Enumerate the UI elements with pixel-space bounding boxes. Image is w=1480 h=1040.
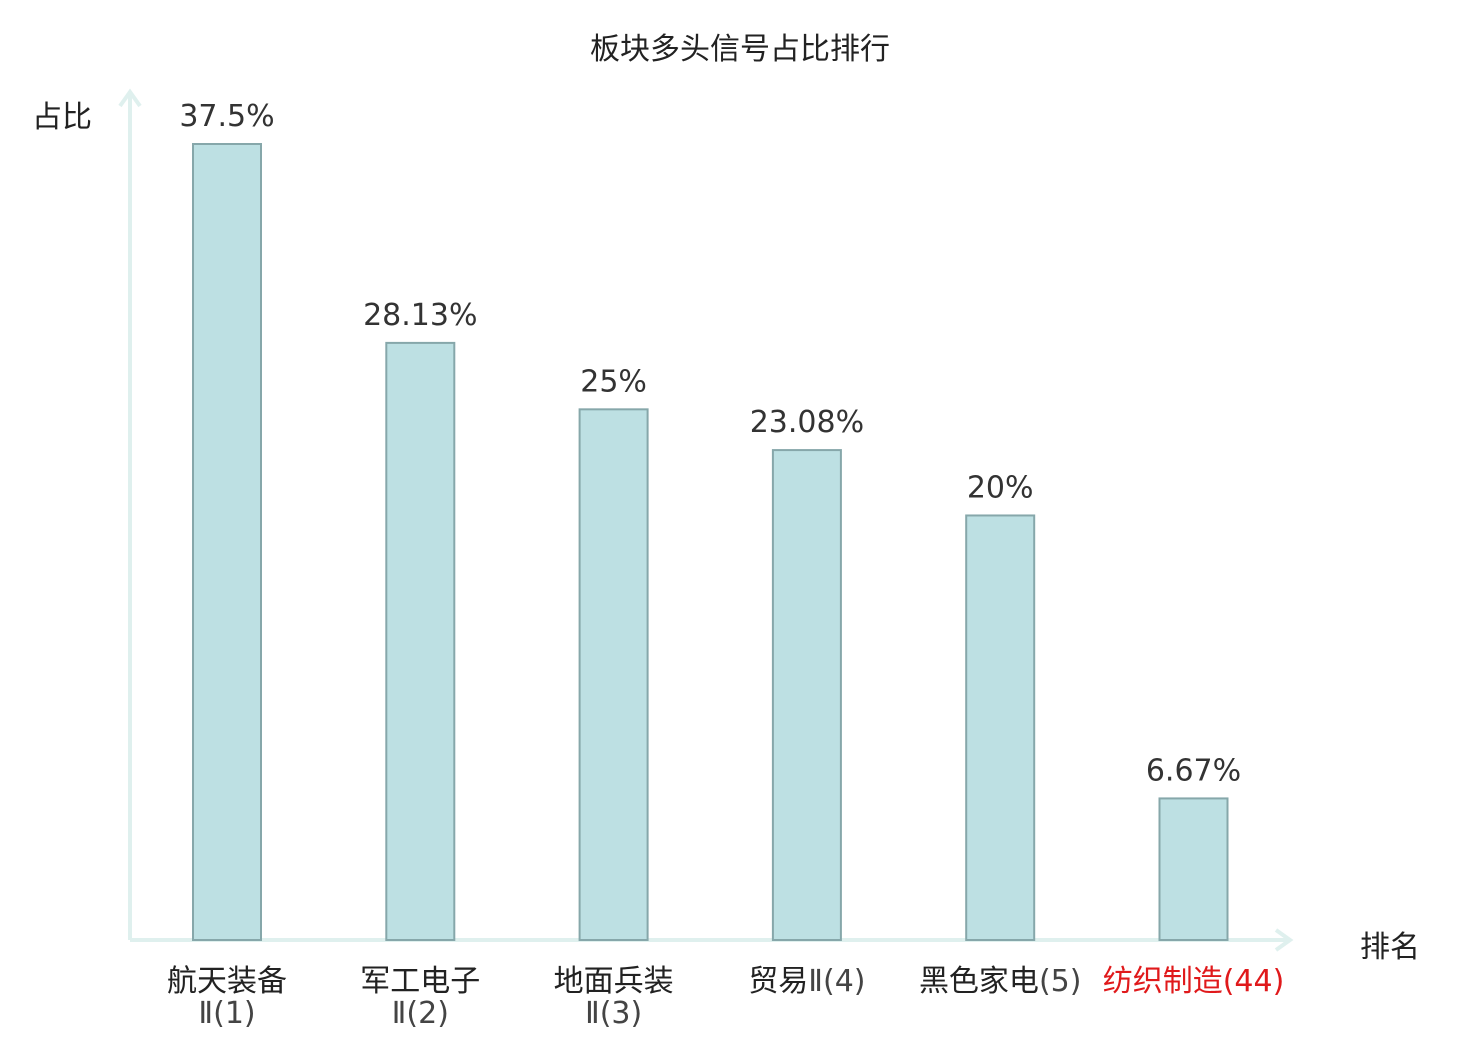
bar-value-label: 37.5%: [179, 99, 274, 134]
value-labels: 37.5% 28.13% 25% 23.08% 20% 6.67%: [179, 99, 1241, 788]
tick-category-name: 地面兵装: [553, 964, 674, 999]
x-axis-arrow-icon: [1274, 928, 1294, 952]
tick-rank: Ⅱ(2): [391, 996, 449, 1031]
bar: [385, 341, 456, 941]
x-tick-label: 航天装备 Ⅱ(1): [127, 966, 327, 1030]
bar: [965, 514, 1036, 941]
tick-rank: (5): [1038, 964, 1082, 999]
chart-title: 板块多头信号占比排行: [590, 32, 890, 67]
x-tick-label: 纺织制造(44): [1094, 966, 1294, 998]
tick-rank: Ⅱ(3): [584, 996, 643, 1031]
tick-category-name: 贸易: [748, 964, 809, 999]
tick-rank: Ⅱ(4): [808, 964, 866, 999]
y-axis-arrow-icon: [118, 88, 142, 108]
bar: [192, 143, 262, 941]
tick-category-name: 军工电子: [360, 964, 481, 999]
bars: [192, 143, 1229, 942]
x-tick-label: 黑色家电(5): [900, 966, 1100, 998]
bar-value-label: 23.08%: [750, 405, 864, 440]
tick-rank: (44): [1222, 964, 1285, 999]
x-axis-label: 排名: [1360, 930, 1420, 965]
bar: [771, 449, 842, 941]
axes: [118, 88, 1294, 952]
x-tick-label: 贸易Ⅱ(4): [707, 966, 907, 998]
tick-category-name: 航天装备: [167, 964, 287, 999]
x-tick-label: 地面兵装 Ⅱ(3): [514, 966, 714, 1030]
bar-value-label: 6.67%: [1146, 753, 1241, 788]
tick-rank: Ⅱ(1): [198, 996, 256, 1031]
bar-value-label: 28.13%: [363, 298, 477, 333]
x-tick-label: 军工电子 Ⅱ(2): [320, 966, 520, 1030]
bar-value-label: 25%: [580, 364, 647, 399]
tick-category-name: 黑色家电: [918, 964, 1039, 999]
bar: [1158, 797, 1229, 942]
bar-value-label: 20%: [967, 470, 1034, 505]
tick-category-name: 纺织制造: [1102, 964, 1223, 999]
y-axis-label: 占比: [32, 100, 92, 135]
bar: [578, 408, 649, 942]
